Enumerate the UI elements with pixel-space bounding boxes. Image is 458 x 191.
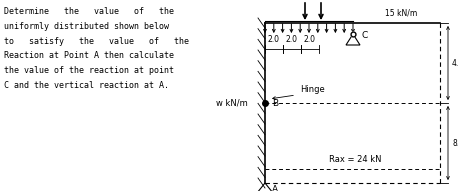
Text: uniformly distributed shown below: uniformly distributed shown below (4, 22, 169, 31)
Text: C: C (362, 32, 368, 40)
Text: 2.0: 2.0 (286, 35, 298, 44)
Text: Rax = 24 kN: Rax = 24 kN (329, 155, 381, 163)
Text: 4.0: 4.0 (452, 58, 458, 67)
Text: B: B (272, 99, 278, 108)
Text: 15 kN/m: 15 kN/m (385, 8, 417, 17)
Text: Hinge: Hinge (300, 84, 325, 94)
Text: 8.0: 8.0 (452, 138, 458, 147)
Text: 2.0: 2.0 (304, 35, 316, 44)
Text: A: A (272, 185, 278, 191)
Text: the value of the reaction at point: the value of the reaction at point (4, 66, 174, 75)
Text: w kN/m: w kN/m (216, 99, 248, 108)
Text: C and the vertical reaction at A.: C and the vertical reaction at A. (4, 81, 169, 90)
Text: 2.0: 2.0 (268, 35, 280, 44)
Text: to   satisfy   the   value   of   the: to satisfy the value of the (4, 37, 189, 46)
Text: Reaction at Point A then calculate: Reaction at Point A then calculate (4, 51, 174, 60)
Text: Determine   the   value   of   the: Determine the value of the (4, 7, 174, 16)
